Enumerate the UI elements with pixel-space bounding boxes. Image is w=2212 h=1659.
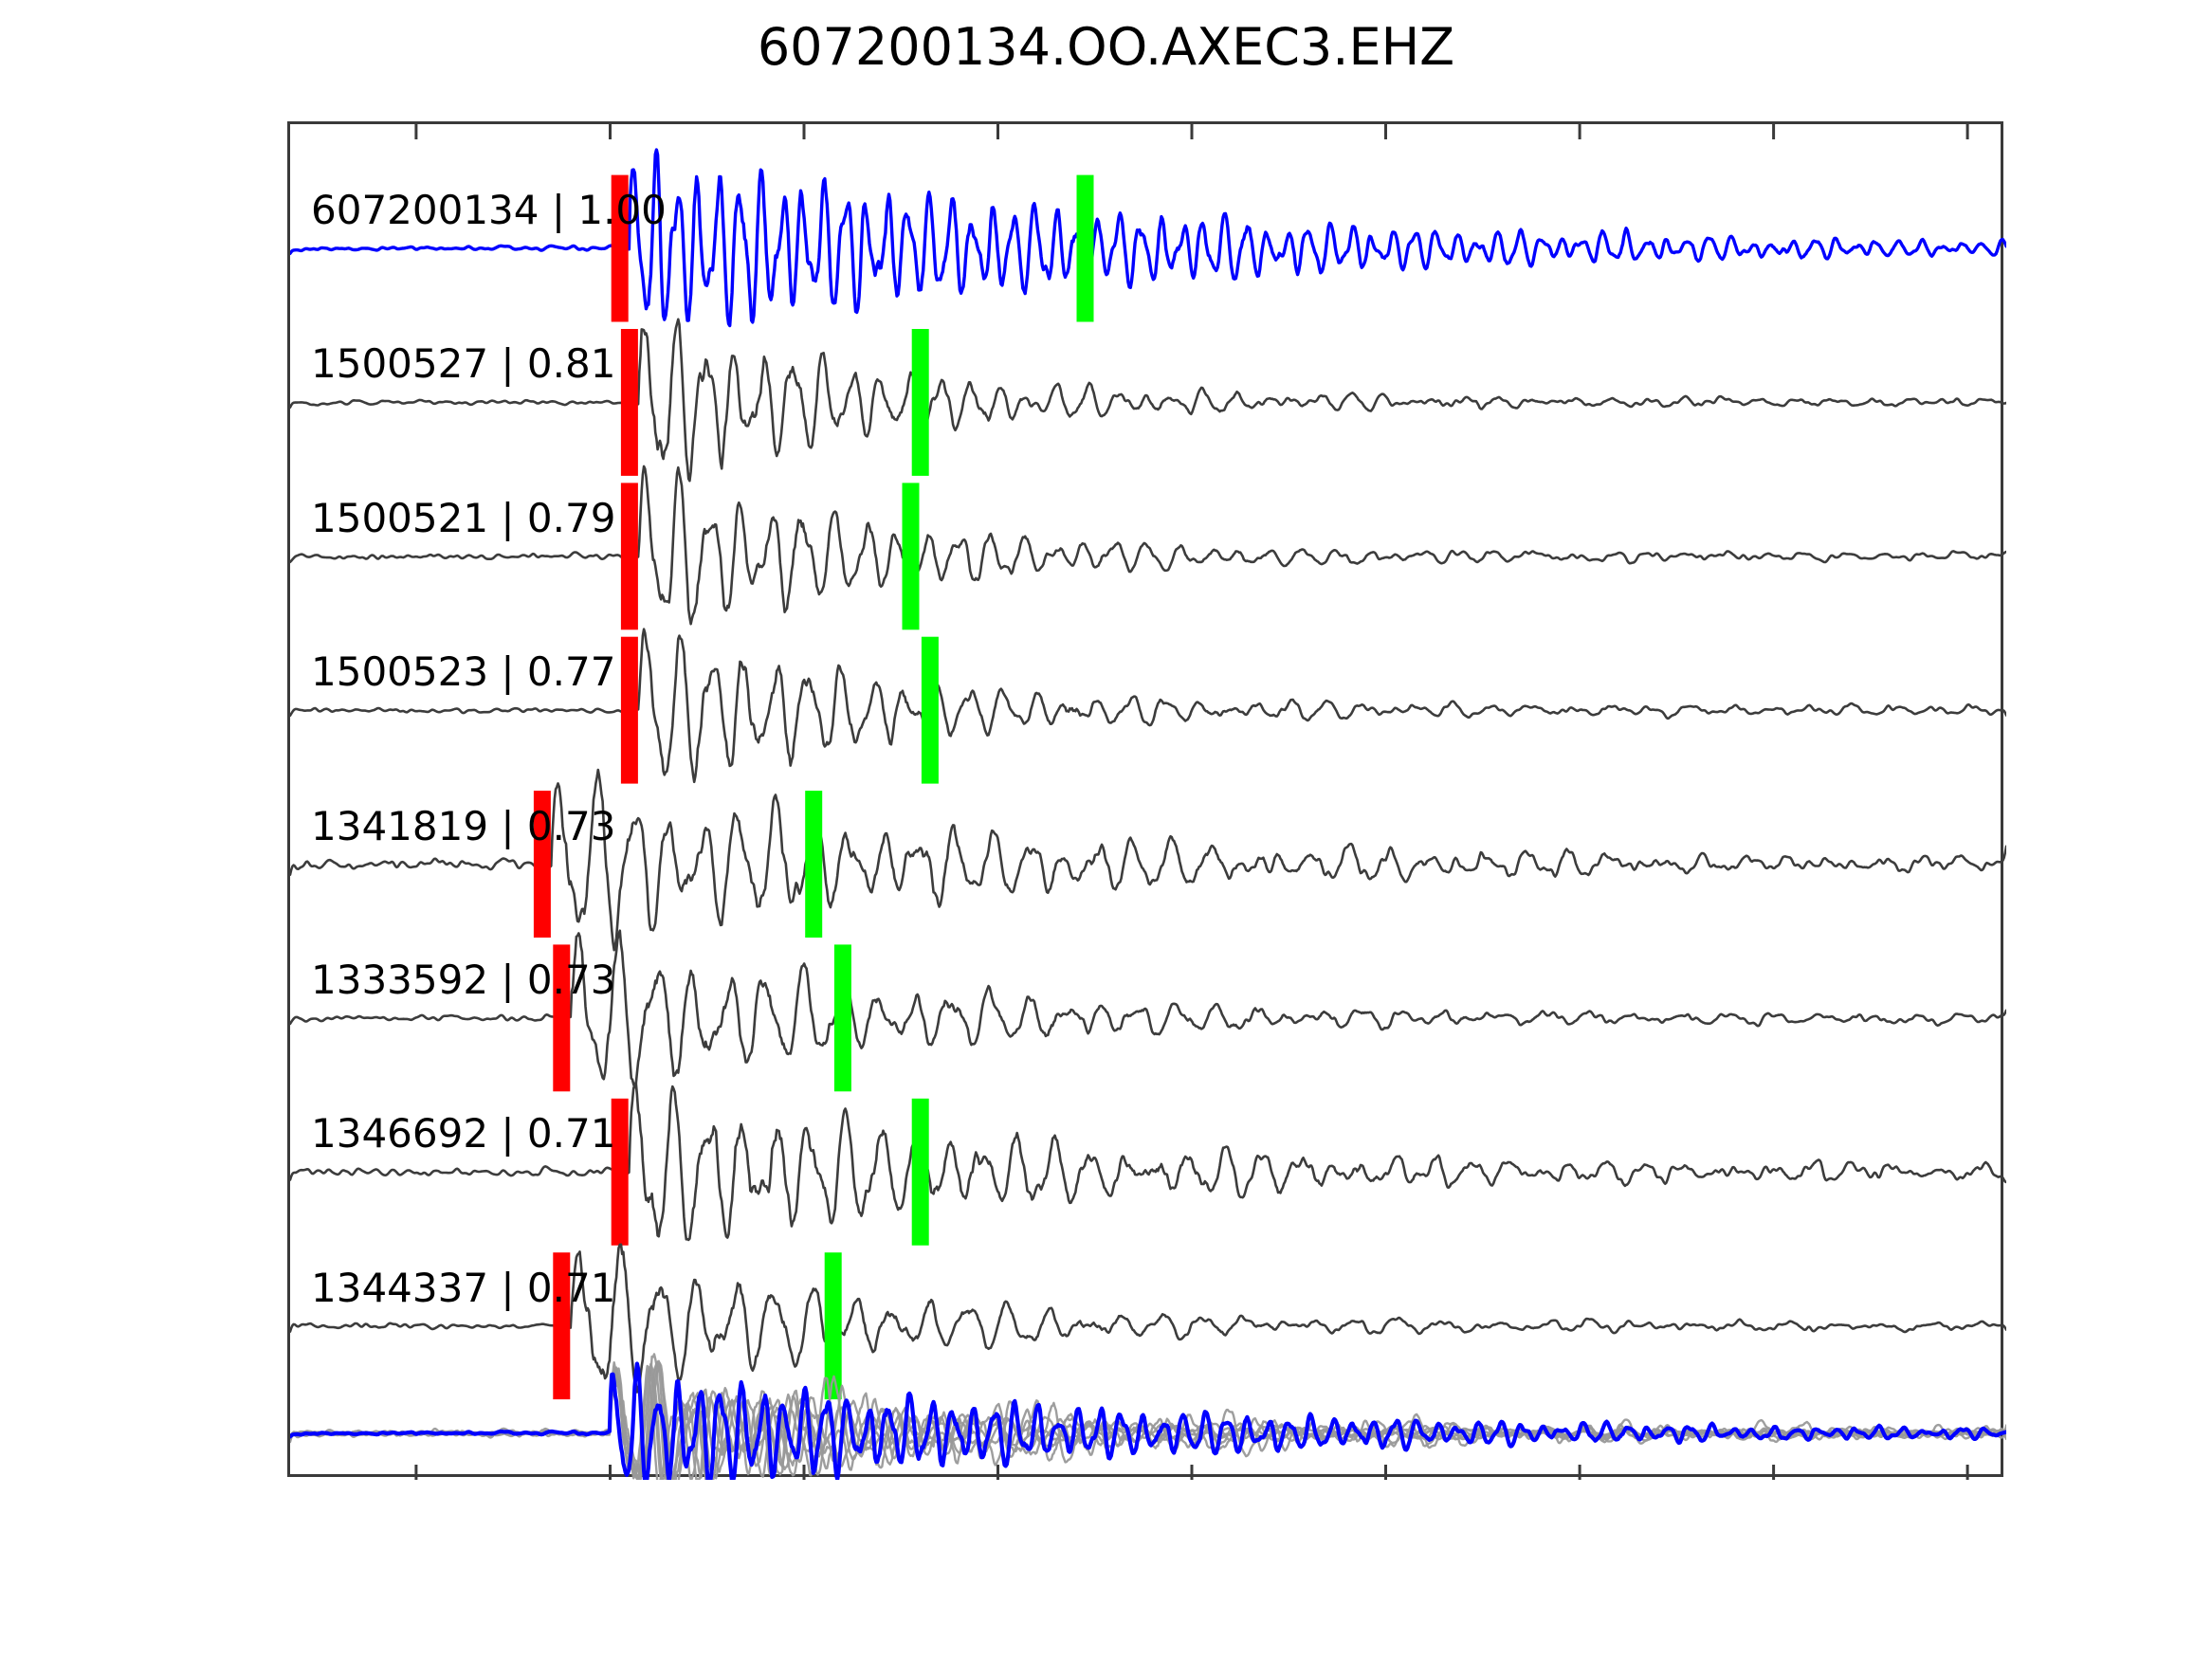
match-waveform-1344337 — [290, 1243, 2006, 1394]
stacked-template-waveform — [290, 1361, 2006, 1480]
match-waveform-1500527 — [290, 318, 2006, 483]
waveform-canvas — [290, 124, 2006, 1480]
stacked-match-waveform-1333592 — [290, 1359, 2006, 1480]
match-waveform-1333592 — [290, 929, 2006, 1089]
match-waveform-1500521 — [290, 465, 2006, 626]
trace-label-607200134: 607200134 | 1.00 — [311, 187, 667, 234]
p-pick-marker-1500521 — [620, 483, 638, 630]
stacked-match-waveform-1346692 — [290, 1353, 2006, 1480]
page-title: 607200134.OO.AXEC3.EHZ — [757, 17, 1455, 77]
match-waveform-1341819 — [290, 768, 2006, 952]
stacked-match-waveform-1500523 — [290, 1362, 2006, 1480]
s-pick-marker-1500527 — [911, 329, 929, 476]
p-pick-marker-1500523 — [620, 636, 638, 784]
p-pick-marker-1346692 — [611, 1098, 629, 1246]
match-waveform-1500523 — [290, 628, 2006, 784]
s-pick-marker-1346692 — [911, 1098, 929, 1246]
trace-label-1346692: 1346692 | 0.71 — [311, 1110, 616, 1158]
template-waveform-607200134 — [290, 148, 2006, 328]
p-pick-marker-1333592 — [553, 944, 571, 1092]
plot-axes — [287, 121, 2006, 1480]
trace-label-1333592: 1333592 | 0.73 — [311, 956, 616, 1003]
trace-group-1341819 — [290, 768, 2006, 952]
p-pick-marker-1344337 — [553, 1252, 571, 1400]
x-tick-labels — [287, 1494, 2003, 1560]
trace-group-1344337 — [290, 1243, 2006, 1400]
trace-label-1344337: 1344337 | 0.71 — [311, 1264, 616, 1311]
s-pick-marker-1341819 — [805, 791, 823, 938]
trace-label-1341819: 1341819 | 0.73 — [311, 802, 616, 849]
stacked-match-waveform-1341819 — [290, 1361, 2006, 1480]
p-pick-marker-607200134 — [611, 174, 629, 322]
stacked-match-waveform-1344337 — [290, 1361, 2006, 1480]
p-pick-marker-1341819 — [533, 791, 551, 938]
s-pick-marker-1333592 — [833, 944, 851, 1092]
trace-group-1333592 — [290, 929, 2006, 1092]
s-pick-marker-607200134 — [1076, 174, 1094, 322]
trace-group-1500527 — [290, 318, 2006, 483]
trace-group-1500521 — [290, 465, 2006, 630]
stacked-match-waveform-1500527 — [290, 1364, 2006, 1480]
stack-overlay-panel — [290, 1353, 2006, 1480]
trace-label-1500521: 1500521 | 0.79 — [311, 494, 616, 541]
s-pick-marker-1500521 — [902, 483, 920, 630]
p-pick-marker-1500527 — [620, 329, 638, 476]
match-waveform-1346692 — [290, 1081, 2006, 1242]
trace-label-1500523: 1500523 | 0.77 — [311, 648, 616, 696]
s-pick-marker-1500523 — [921, 636, 939, 784]
trace-group-607200134 — [290, 148, 2006, 328]
trace-group-1346692 — [290, 1081, 2006, 1246]
stacked-match-waveform-1500521 — [290, 1366, 2006, 1480]
s-pick-marker-1344337 — [824, 1252, 842, 1400]
trace-label-1500527: 1500527 | 0.81 — [311, 340, 616, 388]
trace-group-1500523 — [290, 628, 2006, 784]
